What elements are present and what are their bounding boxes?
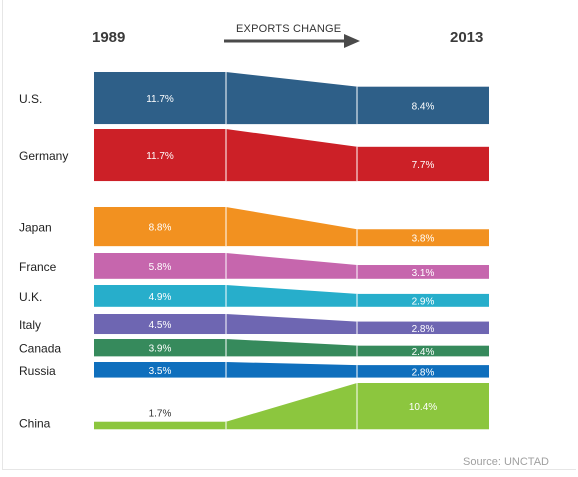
bar-2013-uk (357, 293, 489, 307)
value-2013-uk: 2.9% (412, 296, 435, 307)
country-label-germany: Germany (19, 149, 68, 163)
value-2013-italy: 2.8% (412, 324, 435, 335)
country-label-france: France (19, 260, 57, 274)
series-canada: 3.9% 2.4% Canada (19, 339, 489, 358)
value-2013-russia: 2.8% (412, 367, 435, 378)
value-1989-us: 11.7% (146, 94, 174, 105)
transition-china (226, 383, 357, 430)
bar-1989-russia (94, 362, 226, 378)
value-2013-france: 3.1% (412, 268, 435, 279)
year-1989-header: 1989 (92, 29, 126, 46)
chart-frame-left (2, 0, 3, 470)
series-japan: 8.8% 3.8% Japan (19, 207, 489, 247)
value-2013-us: 8.4% (412, 101, 435, 112)
bar-2013-italy (357, 321, 489, 335)
year-2013-header: 2013 (450, 29, 484, 46)
value-1989-uk: 4.9% (149, 292, 172, 303)
bar-1989-japan (94, 207, 226, 247)
series-italy: 4.5% 2.8% Italy (19, 314, 489, 335)
bar-1989-china (94, 421, 226, 430)
value-2013-canada: 2.4% (412, 347, 435, 358)
country-label-russia: Russia (19, 364, 56, 378)
transition-italy (226, 314, 357, 335)
value-2013-china: 10.4% (409, 402, 437, 413)
value-1989-canada: 3.9% (149, 344, 172, 355)
transition-japan (226, 207, 357, 247)
value-1989-germany: 11.7% (146, 151, 174, 162)
series-france: 5.8% 3.1% France (19, 253, 489, 279)
chart-frame-bottom (2, 469, 576, 470)
value-2013-germany: 7.7% (412, 160, 435, 171)
exports-change-arrow-icon (224, 34, 360, 48)
country-label-china: China (19, 416, 51, 430)
bar-2013-china (357, 383, 489, 430)
transition-germany (226, 129, 357, 182)
bar-1989-us (94, 72, 226, 125)
value-1989-france: 5.8% (149, 262, 172, 273)
value-1989-japan: 8.8% (149, 223, 172, 234)
bar-1989-germany (94, 129, 226, 182)
bar-2013-canada (357, 345, 489, 357)
series-china: 1.7% 10.4% China (19, 383, 489, 430)
country-label-italy: Italy (19, 318, 41, 332)
bar-1989-uk (94, 285, 226, 307)
country-label-uk: U.K. (19, 290, 42, 304)
series-russia: 3.5% 2.8% Russia (19, 362, 489, 378)
bar-2013-us (357, 86, 489, 125)
bar-2013-russia (357, 365, 489, 378)
bar-1989-france (94, 253, 226, 279)
transition-france (226, 253, 357, 279)
transition-russia (226, 362, 357, 378)
series-germany: 11.7% 7.7% Germany (19, 129, 489, 182)
series-uk: 4.9% 2.9% U.K. (19, 285, 489, 307)
exports-change-label: EXPORTS CHANGE (236, 23, 342, 35)
value-1989-china: 1.7% (149, 409, 172, 420)
country-label-japan: Japan (19, 221, 52, 235)
value-1989-russia: 3.5% (149, 366, 172, 377)
source-note: Source: UNCTAD (463, 456, 549, 468)
value-2013-japan: 3.8% (412, 234, 435, 245)
bar-2013-france (357, 265, 489, 279)
bar-2013-japan (357, 229, 489, 247)
value-1989-italy: 4.5% (149, 320, 172, 331)
series-us: 11.7% 8.4% U.S. (19, 72, 489, 125)
transition-canada (226, 339, 357, 357)
transition-us (226, 72, 357, 125)
country-label-canada: Canada (19, 342, 61, 356)
country-label-us: U.S. (19, 92, 42, 106)
bar-2013-germany (357, 146, 489, 182)
bar-1989-italy (94, 314, 226, 335)
transition-uk (226, 285, 357, 307)
bar-1989-canada (94, 339, 226, 357)
